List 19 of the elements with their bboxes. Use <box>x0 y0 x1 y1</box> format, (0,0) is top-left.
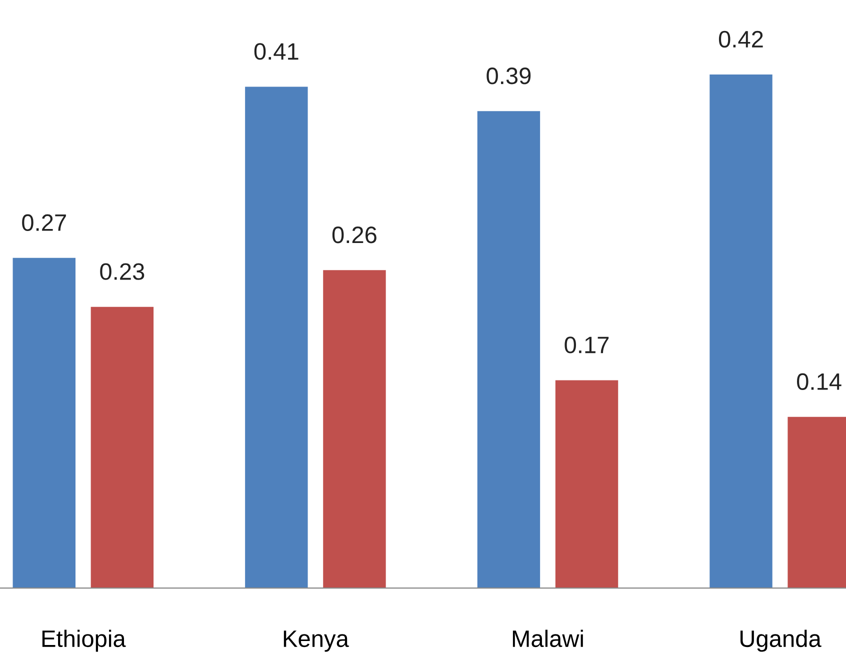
data-label: 0.41 <box>254 43 298 60</box>
data-label: 0.23 <box>100 263 144 280</box>
bar <box>555 380 618 588</box>
data-label: 0.26 <box>332 226 376 244</box>
x-tick-label: Malawi <box>512 630 583 648</box>
bar <box>90 306 154 588</box>
x-tick-label: Kenya <box>284 630 349 652</box>
bar <box>477 111 540 588</box>
x-tick-label: Uganda <box>740 630 822 652</box>
data-label: 0.14 <box>797 373 842 390</box>
bar <box>710 74 772 588</box>
data-label: 0.17 <box>564 336 609 354</box>
data-label: 0.27 <box>22 214 66 232</box>
x-tick-label: Ethiopia <box>42 630 126 652</box>
bar <box>323 270 386 588</box>
data-label: 0.42 <box>718 30 763 48</box>
bar <box>245 86 308 588</box>
bar <box>12 258 76 588</box>
data-label: 0.39 <box>486 68 531 84</box>
